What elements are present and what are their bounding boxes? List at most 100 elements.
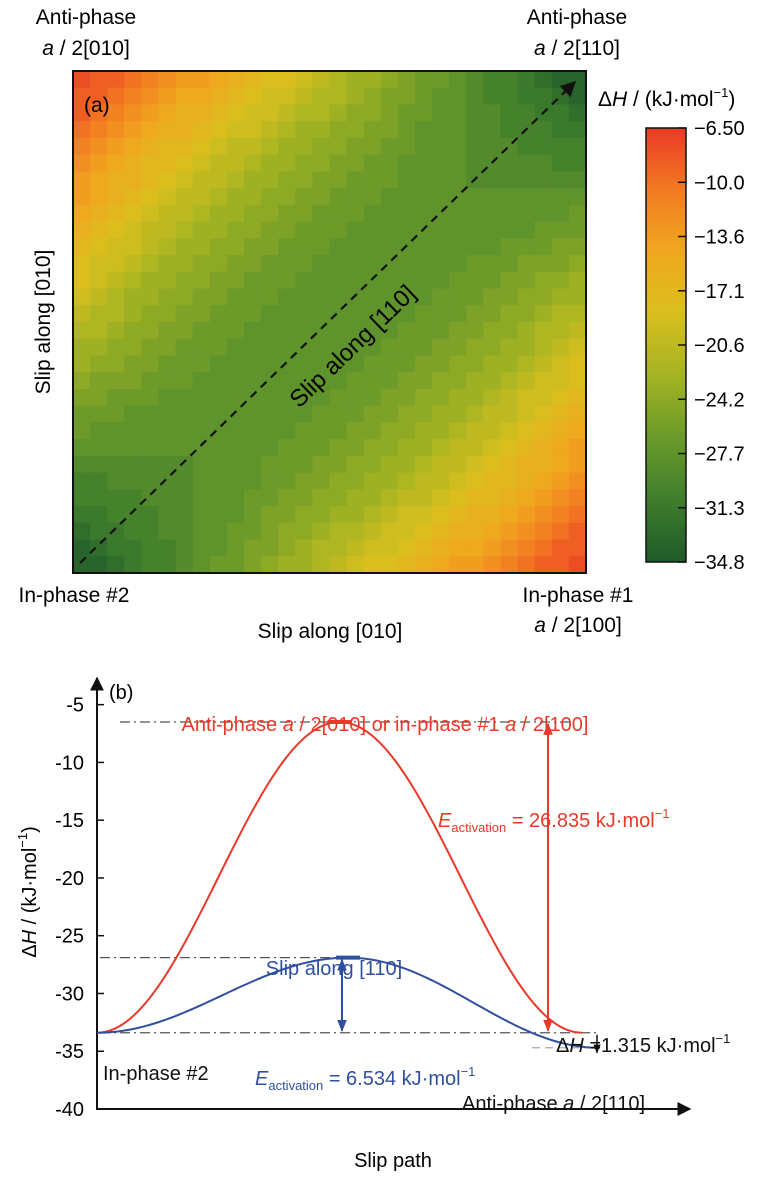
heatmap-cell (124, 221, 142, 239)
heatmap-cell (551, 71, 570, 89)
heatmap-cell (295, 104, 313, 122)
heatmap-cell (346, 355, 365, 373)
colorbar-tick-label: −20.6 (694, 335, 745, 357)
heatmap-cell (312, 238, 331, 256)
heatmap-cell (73, 405, 91, 423)
heatmap-cell (73, 506, 91, 524)
heatmap-cell (346, 472, 365, 490)
corner-label-top-right: Anti-phase a / 2[110] (527, 6, 627, 60)
heatmap-cell (346, 322, 365, 340)
heatmap-cell (432, 238, 450, 256)
heatmap-cell (278, 121, 296, 139)
heatmap-cell (244, 405, 262, 423)
heatmap-cell (551, 405, 570, 423)
heatmap-cell (226, 338, 245, 357)
heatmap-cell (517, 489, 536, 507)
heatmap-cell (415, 204, 433, 223)
heatmap-cell (517, 137, 536, 156)
heatmap-cell (226, 489, 245, 507)
heatmap-cell (500, 121, 519, 139)
heatmap-cell (449, 405, 467, 423)
heatmap-cell (568, 255, 586, 273)
heatmap-cell (551, 388, 570, 407)
heatmap-cell (226, 305, 245, 323)
heatmap-cell (415, 171, 433, 189)
heatmap-cell (175, 388, 194, 407)
heatmap-cell (415, 238, 433, 256)
heatmap-cell (568, 188, 586, 206)
heatmap-cell (483, 171, 502, 189)
heatmap-cell (397, 271, 416, 290)
heatmap-cell (466, 388, 484, 407)
heatmap-cell (244, 439, 262, 457)
heatmap-cell (209, 271, 228, 290)
panel-a-xlabel: Slip along [010] (258, 620, 403, 643)
heatmap-cell (73, 71, 91, 89)
heatmap-cell (90, 522, 108, 541)
heatmap-cell (517, 506, 536, 524)
heatmap-cell (226, 271, 245, 290)
heatmap-cell (346, 188, 365, 206)
heatmap-cell (226, 121, 245, 139)
heatmap-cell (278, 221, 296, 239)
heatmap-cell (415, 388, 433, 407)
heatmap-cell (90, 238, 108, 256)
heatmap-cell (380, 288, 399, 306)
heatmap-cell (295, 87, 313, 106)
heatmap-cell (449, 539, 467, 557)
heatmap-cell (158, 422, 177, 440)
heatmap-cell (192, 305, 211, 323)
heatmap-cell (192, 255, 211, 273)
heatmap-cell (209, 372, 228, 390)
heatmap-cell (295, 137, 313, 156)
heatmap-cell (278, 422, 296, 440)
heatmap-cell (295, 171, 313, 189)
heatmap-cell (107, 188, 125, 206)
heatmap-cell (295, 522, 313, 541)
heatmap-cell (432, 188, 450, 206)
heatmap-cell (278, 238, 296, 256)
heatmap-cell (312, 154, 331, 172)
heatmap-cell (278, 405, 296, 423)
heatmap-cell (261, 489, 279, 507)
heatmap-cell (380, 472, 399, 490)
heatmap-cell (261, 372, 279, 390)
heatmap-cell (90, 439, 108, 457)
heatmap-cell (295, 472, 313, 490)
heatmap-cell (90, 556, 108, 573)
heatmap-cell (432, 355, 450, 373)
heatmap-cell (517, 104, 536, 122)
heatmap-cell (192, 355, 211, 373)
heatmap-cell (380, 388, 399, 407)
heatmap-cell (175, 71, 194, 89)
heatmap-cell (432, 388, 450, 407)
heatmap-cell (432, 338, 450, 357)
heatmap-cell (278, 388, 296, 407)
heatmap-cell (295, 388, 313, 407)
heatmap-cell (312, 556, 331, 573)
heatmap-cell (226, 171, 245, 189)
heatmap-cell (432, 405, 450, 423)
heatmap-cell (175, 154, 194, 172)
heatmap-cell (312, 137, 331, 156)
heatmap-cell (397, 506, 416, 524)
heatmap-cell (295, 355, 313, 373)
heatmap-cell (397, 204, 416, 223)
heatmap-cell (466, 439, 484, 457)
heatmap-cell (175, 489, 194, 507)
heatmap-cell (175, 355, 194, 373)
heatmap-cell (141, 522, 160, 541)
heatmap-cell (397, 154, 416, 172)
heatmap-cell (192, 556, 211, 573)
heatmap-cell (312, 439, 331, 457)
heatmap-cell (346, 137, 365, 156)
heatmap-cell (261, 405, 279, 423)
heatmap-cell (568, 539, 586, 557)
heatmap-cell (432, 506, 450, 524)
heatmap-cell (534, 422, 553, 440)
heatmap-cell (329, 255, 348, 273)
heatmap-cell (158, 506, 177, 524)
heatmap-cell (517, 305, 536, 323)
heatmap-cell (466, 372, 484, 390)
heatmap-cell (466, 204, 484, 223)
